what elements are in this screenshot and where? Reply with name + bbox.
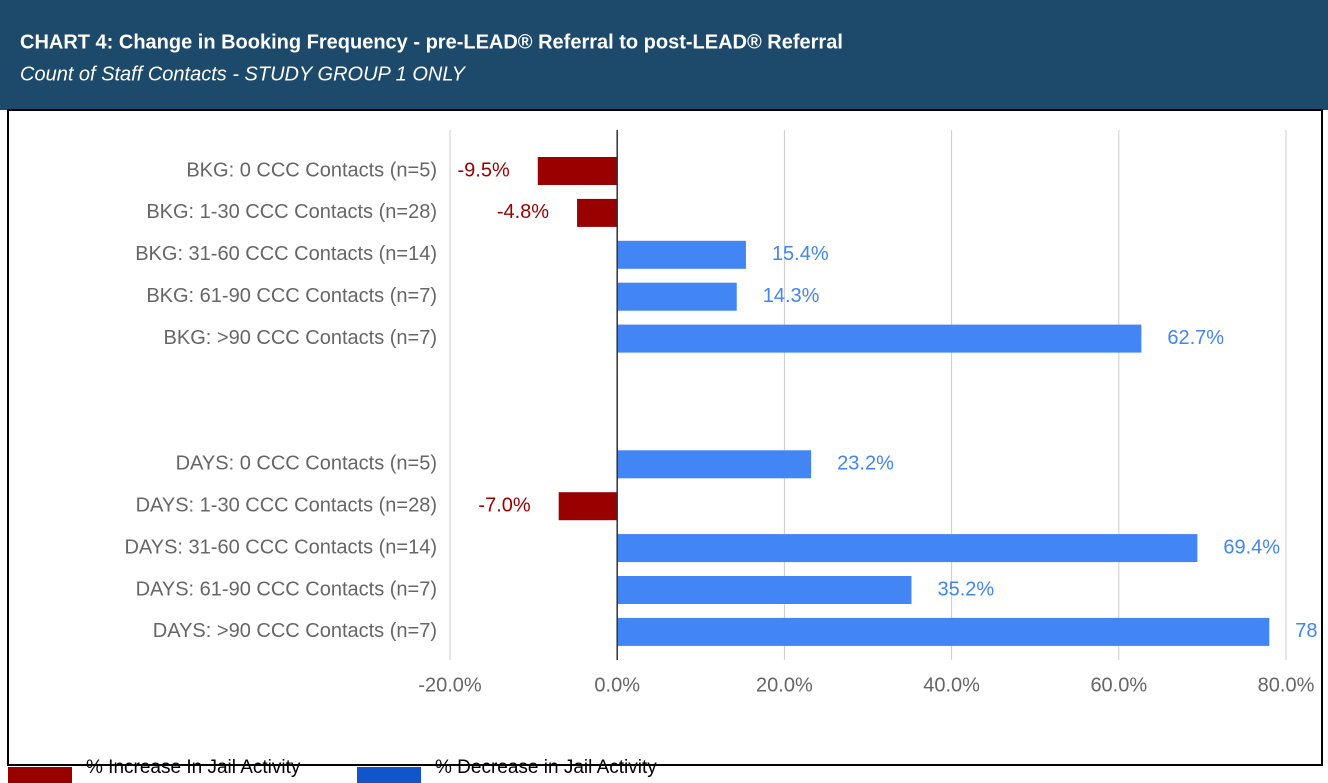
- bar: [617, 576, 912, 604]
- bar: [617, 240, 746, 269]
- value-label: 35.2%: [937, 578, 994, 600]
- y-tick-label: DAYS: 61-90 CCC Contacts (n=7): [136, 578, 437, 600]
- bar: [617, 450, 812, 479]
- y-tick-label: DAYS: >90 CCC Contacts (n=7): [153, 620, 437, 642]
- legend-swatch: [357, 767, 421, 783]
- y-tick-label: BKG: 31-60 CCC Contacts (n=14): [135, 243, 437, 265]
- chart-title: CHART 4: Change in Booking Frequency - p…: [20, 31, 843, 53]
- legend-label: % Decrease in Jail Activity: [435, 757, 657, 778]
- value-label: 69.4%: [1223, 536, 1280, 558]
- value-label: -9.5%: [458, 159, 510, 181]
- value-label: -7.0%: [478, 494, 530, 516]
- bar: [577, 198, 618, 227]
- chart-frame: [7, 109, 1323, 766]
- value-label: 15.4%: [772, 243, 829, 265]
- x-tick-label: -20.0%: [418, 674, 482, 696]
- y-tick-label: BKG: 1-30 CCC Contacts (n=28): [146, 201, 437, 223]
- x-tick-label: 80.0%: [1258, 674, 1315, 696]
- y-tick-label: DAYS: 0 CCC Contacts (n=5): [176, 453, 437, 475]
- value-label: 23.2%: [837, 453, 894, 475]
- x-tick-label: 0.0%: [594, 674, 640, 696]
- plot: -20.0% 0.0% 20.0% 40.0% 60.0% 80.0% BKG: 0 CCC…: [124, 130, 1318, 696]
- header: [0, 0, 1328, 110]
- value-label: 62.7%: [1167, 327, 1224, 349]
- bar: [617, 282, 737, 311]
- legend: % Increase In Jail Activity % Decrease in…: [8, 757, 657, 783]
- y-tick-label: DAYS: 1-30 CCC Contacts (n=28): [136, 494, 437, 516]
- y-tick-label: DAYS: 31-60 CCC Contacts (n=14): [124, 536, 437, 558]
- bar: [537, 157, 618, 185]
- legend-label: % Increase In Jail Activity: [86, 757, 301, 778]
- bar: [617, 324, 1142, 353]
- legend-swatch: [8, 767, 72, 783]
- value-label: -4.8%: [497, 201, 549, 223]
- y-tick-label: BKG: 61-90 CCC Contacts (n=7): [146, 285, 437, 307]
- value-label: 78: [1295, 620, 1317, 642]
- bar: [617, 534, 1198, 563]
- chart-subtitle: Count of Staff Contacts - STUDY GROUP 1 …: [20, 63, 467, 85]
- x-tick-label: 40.0%: [923, 674, 980, 696]
- y-tick-label: BKG: 0 CCC Contacts (n=5): [186, 159, 437, 181]
- bar: [558, 492, 618, 521]
- y-tick-label: BKG: >90 CCC Contacts (n=7): [164, 327, 437, 349]
- bar: [617, 617, 1270, 646]
- x-tick-label: 60.0%: [1090, 674, 1147, 696]
- value-label: 14.3%: [763, 285, 820, 307]
- x-tick-label: 20.0%: [756, 674, 813, 696]
